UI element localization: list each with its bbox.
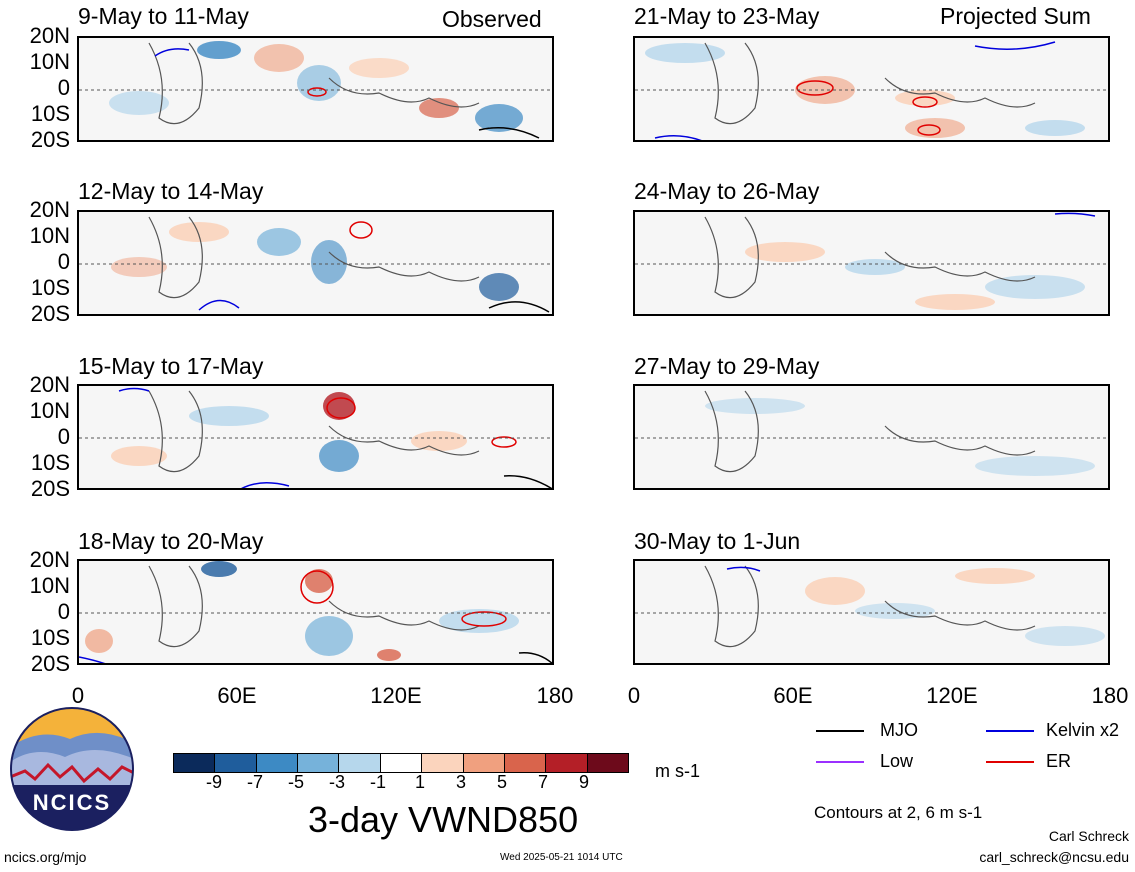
colorbar-cell: [503, 754, 546, 772]
colorbar-tick: -3: [328, 772, 346, 792]
lon-label: 180: [1091, 683, 1129, 708]
lon-label: 120E: [926, 683, 978, 708]
lat-label: 10N: [29, 573, 70, 598]
colorbar-cell: [379, 754, 422, 772]
colorbar-tick: 3: [455, 772, 467, 792]
colorbar-tick: 9: [578, 772, 590, 792]
map-panel-right-3: [633, 384, 1110, 490]
projected-sum-label: Projected Sum: [940, 3, 1091, 29]
lon-label: 60E: [217, 683, 257, 708]
lat-label: 10N: [29, 398, 70, 423]
lon-label: 60E: [773, 683, 813, 708]
panel-title-left-1: 9-May to 11-May: [78, 3, 249, 29]
lat-label: 20N: [29, 23, 70, 48]
legend-line-kelvin: [986, 730, 1034, 732]
lon-label: 120E: [370, 683, 422, 708]
lat-label: 20S: [30, 301, 70, 326]
author-email[interactable]: carl_schreck@ncsu.edu: [979, 849, 1129, 865]
map-panel-left-4: [77, 559, 554, 665]
lat-label: 0: [57, 424, 70, 449]
colorbar-cell: [297, 754, 339, 772]
logo-text: NCICS: [33, 790, 111, 815]
map-panel-left-3: [77, 384, 554, 490]
lat-label: 20N: [29, 197, 70, 222]
lat-label: 20S: [30, 476, 70, 501]
lat-label: 10S: [30, 101, 70, 126]
lat-label: 20N: [29, 372, 70, 397]
lat-label: 10N: [29, 49, 70, 74]
author-name: Carl Schreck: [1048, 828, 1129, 844]
lat-label: 0: [57, 75, 70, 100]
colorbar-cell: [421, 754, 463, 772]
legend-label-er: ER: [1046, 751, 1072, 771]
legend-label-mjo: MJO: [880, 720, 918, 740]
map-panel-right-1: [633, 36, 1110, 142]
lat-label: 20N: [29, 547, 70, 572]
colorbar-tick: -9: [205, 772, 223, 792]
lat-label: 20S: [30, 651, 70, 676]
colorbar-cell: [214, 754, 256, 772]
lon-label: 0: [71, 683, 85, 708]
site-link[interactable]: ncics.org/mjo: [4, 849, 87, 865]
legend-line-er: [986, 761, 1034, 763]
colorbar-tick: -1: [369, 772, 387, 792]
colorbar-tick: -5: [287, 772, 305, 792]
timestamp: Wed 2025-05-21 1014 UTC: [500, 852, 623, 863]
colorbar-cell: [174, 754, 215, 772]
panel-title-left-4: 18-May to 20-May: [78, 528, 264, 554]
lat-label: 0: [57, 249, 70, 274]
legend-line-mjo: [816, 730, 864, 732]
colorbar: [173, 753, 629, 773]
colorbar-tick: 5: [496, 772, 508, 792]
legend-line-low: [816, 761, 864, 763]
lat-label: 10S: [30, 450, 70, 475]
panel-title-left-2: 12-May to 14-May: [78, 178, 264, 204]
panel-title-left-3: 15-May to 17-May: [78, 353, 264, 379]
lon-label: 0: [627, 683, 641, 708]
ncics-logo: NCICS: [10, 707, 134, 831]
figure-title: 3-day VWND850: [308, 799, 579, 840]
lat-label: 10N: [29, 223, 70, 248]
lat-label: 0: [57, 599, 70, 624]
colorbar-cell: [255, 754, 298, 772]
lat-label: 10S: [30, 275, 70, 300]
map-panel-right-2: [633, 210, 1110, 316]
lat-label: 20S: [30, 127, 70, 152]
legend-label-kelvin: Kelvin x2: [1046, 720, 1120, 740]
panel-title-right-4: 30-May to 1-Jun: [634, 528, 801, 554]
colorbar-cell: [338, 754, 380, 772]
panel-title-right-2: 24-May to 26-May: [634, 178, 820, 204]
colorbar-cell: [586, 754, 628, 772]
map-panel-left-1: [77, 36, 554, 142]
map-panel-left-2: [77, 210, 554, 316]
observed-label: Observed: [442, 6, 542, 32]
legend-label-low: Low: [880, 751, 914, 771]
colorbar-tick: 7: [537, 772, 549, 792]
colorbar-units: m s-1: [655, 761, 700, 781]
colorbar-tick: 1: [414, 772, 426, 792]
contour-note: Contours at 2, 6 m s-1: [814, 803, 983, 822]
lon-label: 180: [536, 683, 574, 708]
lat-label: 10S: [30, 625, 70, 650]
panel-title-right-1: 21-May to 23-May: [634, 3, 820, 29]
colorbar-cell: [462, 754, 504, 772]
panel-title-right-3: 27-May to 29-May: [634, 353, 820, 379]
colorbar-tick: -7: [246, 772, 264, 792]
map-panel-right-4: [633, 559, 1110, 665]
colorbar-cell: [545, 754, 587, 772]
